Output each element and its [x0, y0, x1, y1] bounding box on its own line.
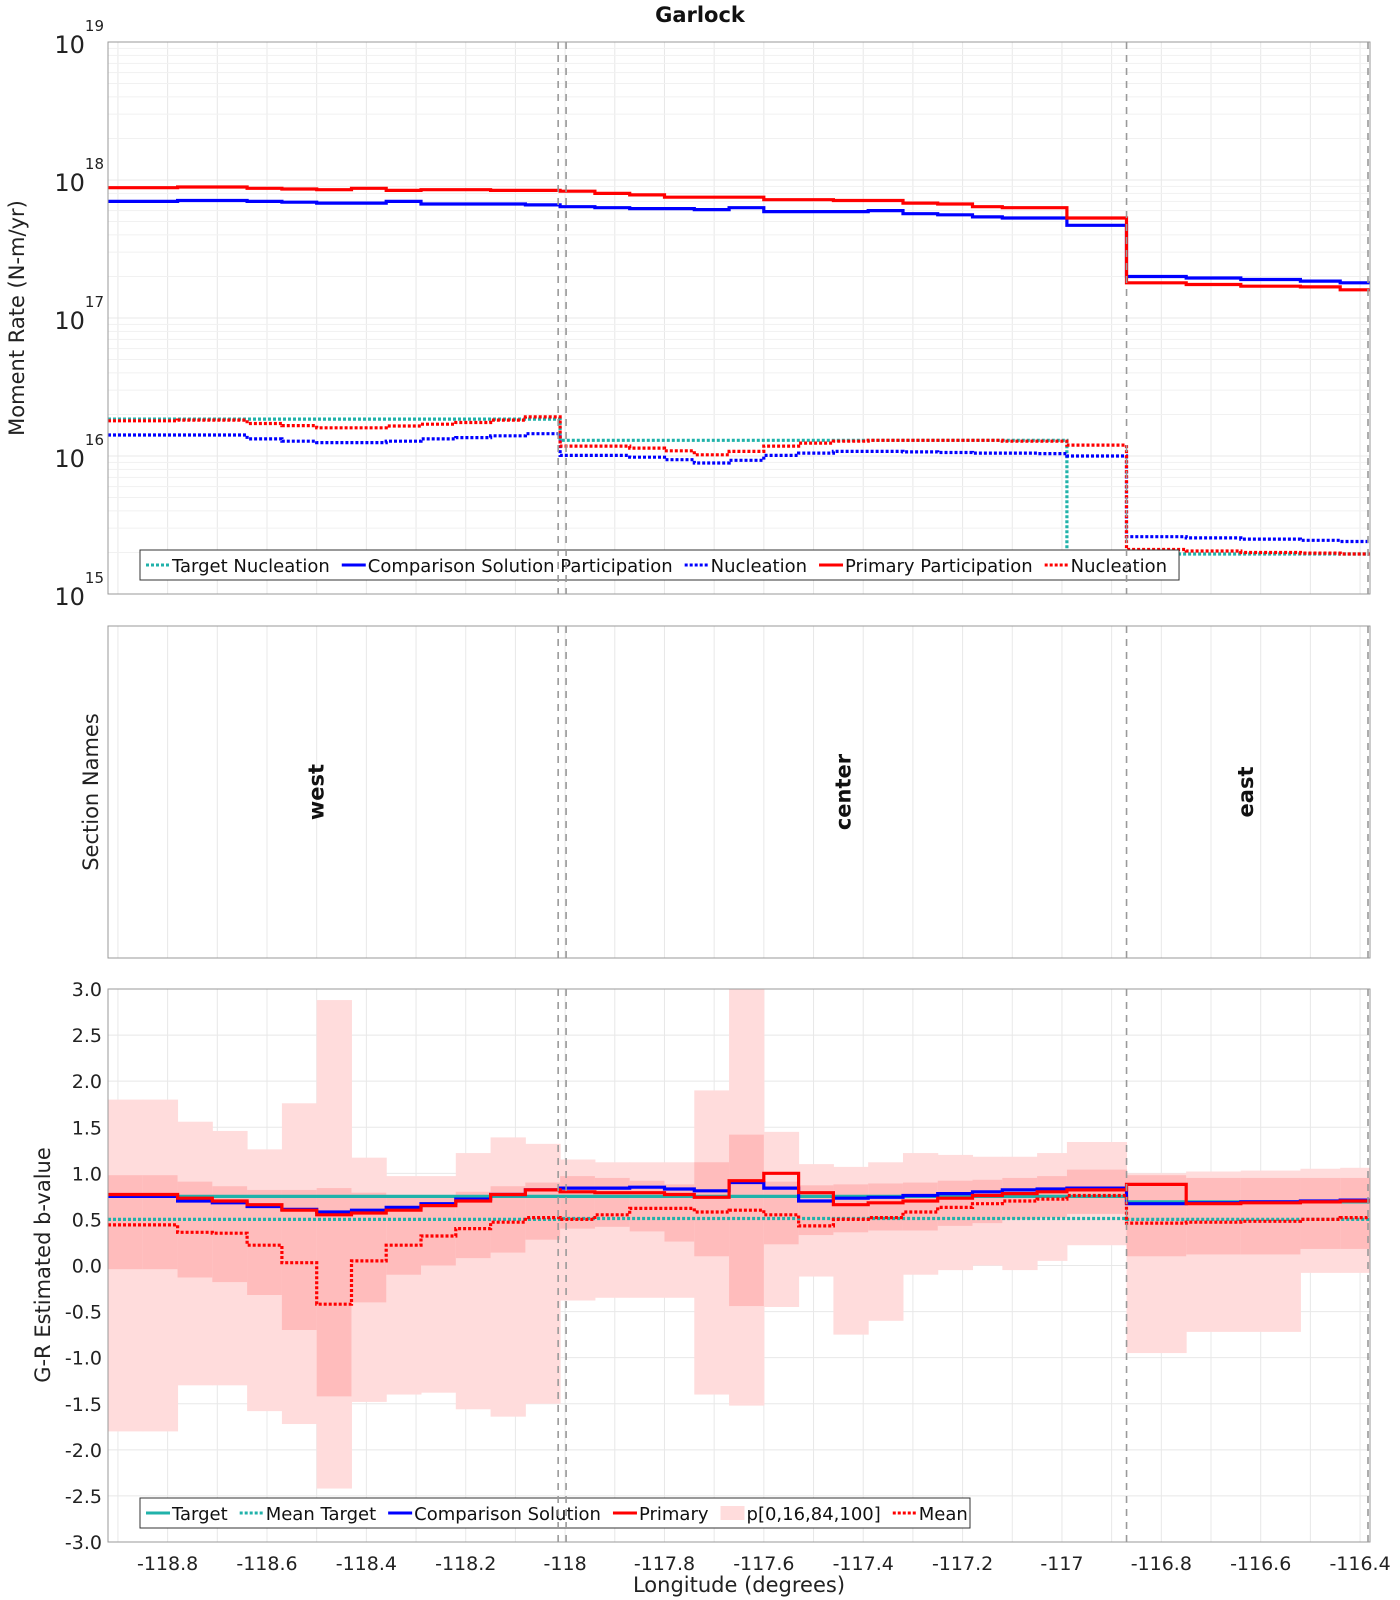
legend-label: Target [171, 1504, 228, 1525]
band-p16-p84 [455, 1191, 492, 1259]
target-nucleation-line [108, 417, 1370, 556]
y-tick-label: 3.0 [72, 979, 102, 1001]
legend-label: Comparison Solution Participation [368, 556, 673, 577]
b-value-y-ticks: 3.0 2.5 2.0 1.5 1.0 0.5 0.0 -0.5 -1.0 -1.5 -2.0 -2.… [65, 979, 102, 1554]
y-tick-label: 1016 [54, 431, 104, 473]
b-value-y-label: G-R Estimated b-value [31, 1147, 55, 1383]
band-p16-p84 [1066, 1169, 1128, 1214]
b-value-series [108, 989, 1371, 1489]
legend-label: Primary [639, 1504, 709, 1525]
band-p16-p84 [1186, 1177, 1242, 1255]
x-tick-label: -117.4 [833, 1553, 894, 1575]
y-tick-label: 2.5 [72, 1025, 102, 1047]
b-value-legend: Target Mean Target Comparison Solution Prim… [139, 1497, 971, 1529]
x-tick-label: -116.8 [1131, 1553, 1192, 1575]
band-p16-p84 [281, 1189, 318, 1331]
y-tick-label: 0.5 [72, 1209, 102, 1231]
band-p0-p100 [455, 1153, 492, 1410]
x-tick-label: -118.2 [435, 1553, 496, 1575]
section-label-east: east [1234, 767, 1258, 818]
band-p16-p84 [316, 1188, 352, 1397]
y-tick-label: 0.0 [72, 1256, 102, 1278]
legend-label: Comparison Solution [414, 1504, 601, 1525]
band-p16-p84 [763, 1181, 800, 1245]
x-tick-label: -118.8 [137, 1553, 198, 1575]
primary-nucleation-line [108, 415, 1370, 556]
y-tick-label: 1019 [54, 17, 104, 59]
x-tick-label: -118.6 [236, 1553, 297, 1575]
section-names-y-label: Section Names [79, 713, 103, 871]
section-boundaries [557, 42, 1369, 1542]
moment-rate-y-label: Moment Rate (N-m/yr) [5, 200, 29, 436]
legend-swatch [720, 1506, 745, 1520]
primary-b-line [108, 1171, 1370, 1217]
x-tick-label: -116.6 [1230, 1553, 1291, 1575]
moment-rate-panel: 1015 1016 1017 1018 1019 Moment Rate (N-m/yr… [5, 17, 1371, 611]
x-tick-labels: -118.8 -118.6 -118.4 -118.2 -118 -117.8 -117.6… [137, 1553, 1391, 1575]
chart-title: Garlock [655, 3, 746, 27]
band-p16-p84 [629, 1180, 665, 1232]
legend-label: Primary Participation [845, 556, 1033, 577]
band-p16-p84 [142, 1175, 179, 1270]
band-p16-p84 [902, 1182, 939, 1231]
section-names-frame [107, 625, 1371, 959]
y-tick-label: -2.5 [65, 1486, 102, 1508]
y-tick-label: 1.5 [72, 1117, 102, 1139]
y-tick-label: 1018 [54, 155, 104, 197]
y-tick-label: -0.5 [65, 1302, 102, 1324]
y-tick-label: 1017 [54, 293, 104, 335]
band-p16-p84 [1002, 1177, 1038, 1220]
y-tick-label: 1.0 [72, 1163, 102, 1185]
moment-rate-frame [107, 41, 1371, 595]
b-value-frame [107, 988, 1371, 1543]
mean-b-line [108, 1193, 1370, 1306]
x-tick-label: -118 [544, 1553, 587, 1575]
section-names-gridlines [117, 626, 1361, 958]
y-tick-label: -1.0 [65, 1348, 102, 1370]
band-p16-p84 [525, 1182, 561, 1240]
legend-label: Mean Target [266, 1504, 376, 1525]
x-axis-label: Longitude (degrees) [633, 1573, 845, 1597]
y-tick-label: 1015 [54, 569, 104, 611]
x-tick-label: -117 [1040, 1553, 1083, 1575]
comparison-solution-participation-line [108, 198, 1370, 285]
band-p16-p84 [972, 1179, 1003, 1224]
band-p16-p84 [833, 1184, 869, 1233]
legend-label: Mean [919, 1504, 968, 1525]
band-p16-p84 [694, 1162, 730, 1257]
band-p0-p100 [490, 1137, 526, 1417]
band-p16-p84 [1126, 1175, 1187, 1257]
band-p16-p84 [108, 1175, 144, 1270]
band-p16-p84 [868, 1183, 904, 1231]
x-tick-label: -117.6 [733, 1553, 794, 1575]
band-p16-p84 [1340, 1177, 1371, 1249]
b-value-panel: 3.0 2.5 2.0 1.5 1.0 0.5 0.0 -0.5 -1.0 -1.5 -2.0 -2.… [31, 979, 1371, 1554]
y-tick-label: 2.0 [72, 1071, 102, 1093]
y-tick-label: -2.0 [65, 1440, 102, 1462]
legend-label: Target Nucleation [171, 556, 330, 577]
y-tick-label: -1.5 [65, 1394, 102, 1416]
moment-rate-gridlines [108, 42, 1370, 595]
x-tick-label: -118.4 [336, 1553, 397, 1575]
moment-rate-series [108, 185, 1370, 556]
section-label-west: west [305, 764, 329, 820]
section-names-panel: Section Names west center east [79, 625, 1371, 959]
band-p16-p84 [729, 1134, 765, 1307]
section-label-center: center [831, 753, 855, 830]
legend-box [139, 549, 1180, 581]
x-tick-label: -117.2 [932, 1553, 993, 1575]
legend-label: Nucleation [711, 556, 807, 577]
legend-label: p[0,16,84,100] [747, 1504, 881, 1525]
y-tick-label: -3.0 [65, 1532, 102, 1554]
x-tick-label: -117.8 [634, 1553, 695, 1575]
moment-rate-y-ticks: 1015 1016 1017 1018 1019 [54, 17, 104, 611]
moment-rate-legend: Target Nucleation Comparison Solution Par… [139, 549, 1180, 581]
legend-label: Nucleation [1071, 556, 1167, 577]
section-name-labels: west center east [305, 753, 1258, 830]
legend-box [139, 1497, 971, 1529]
x-tick-label: -116.4 [1329, 1553, 1390, 1575]
band-p16-p84 [1240, 1177, 1301, 1255]
band-p16-p84 [1300, 1177, 1341, 1249]
